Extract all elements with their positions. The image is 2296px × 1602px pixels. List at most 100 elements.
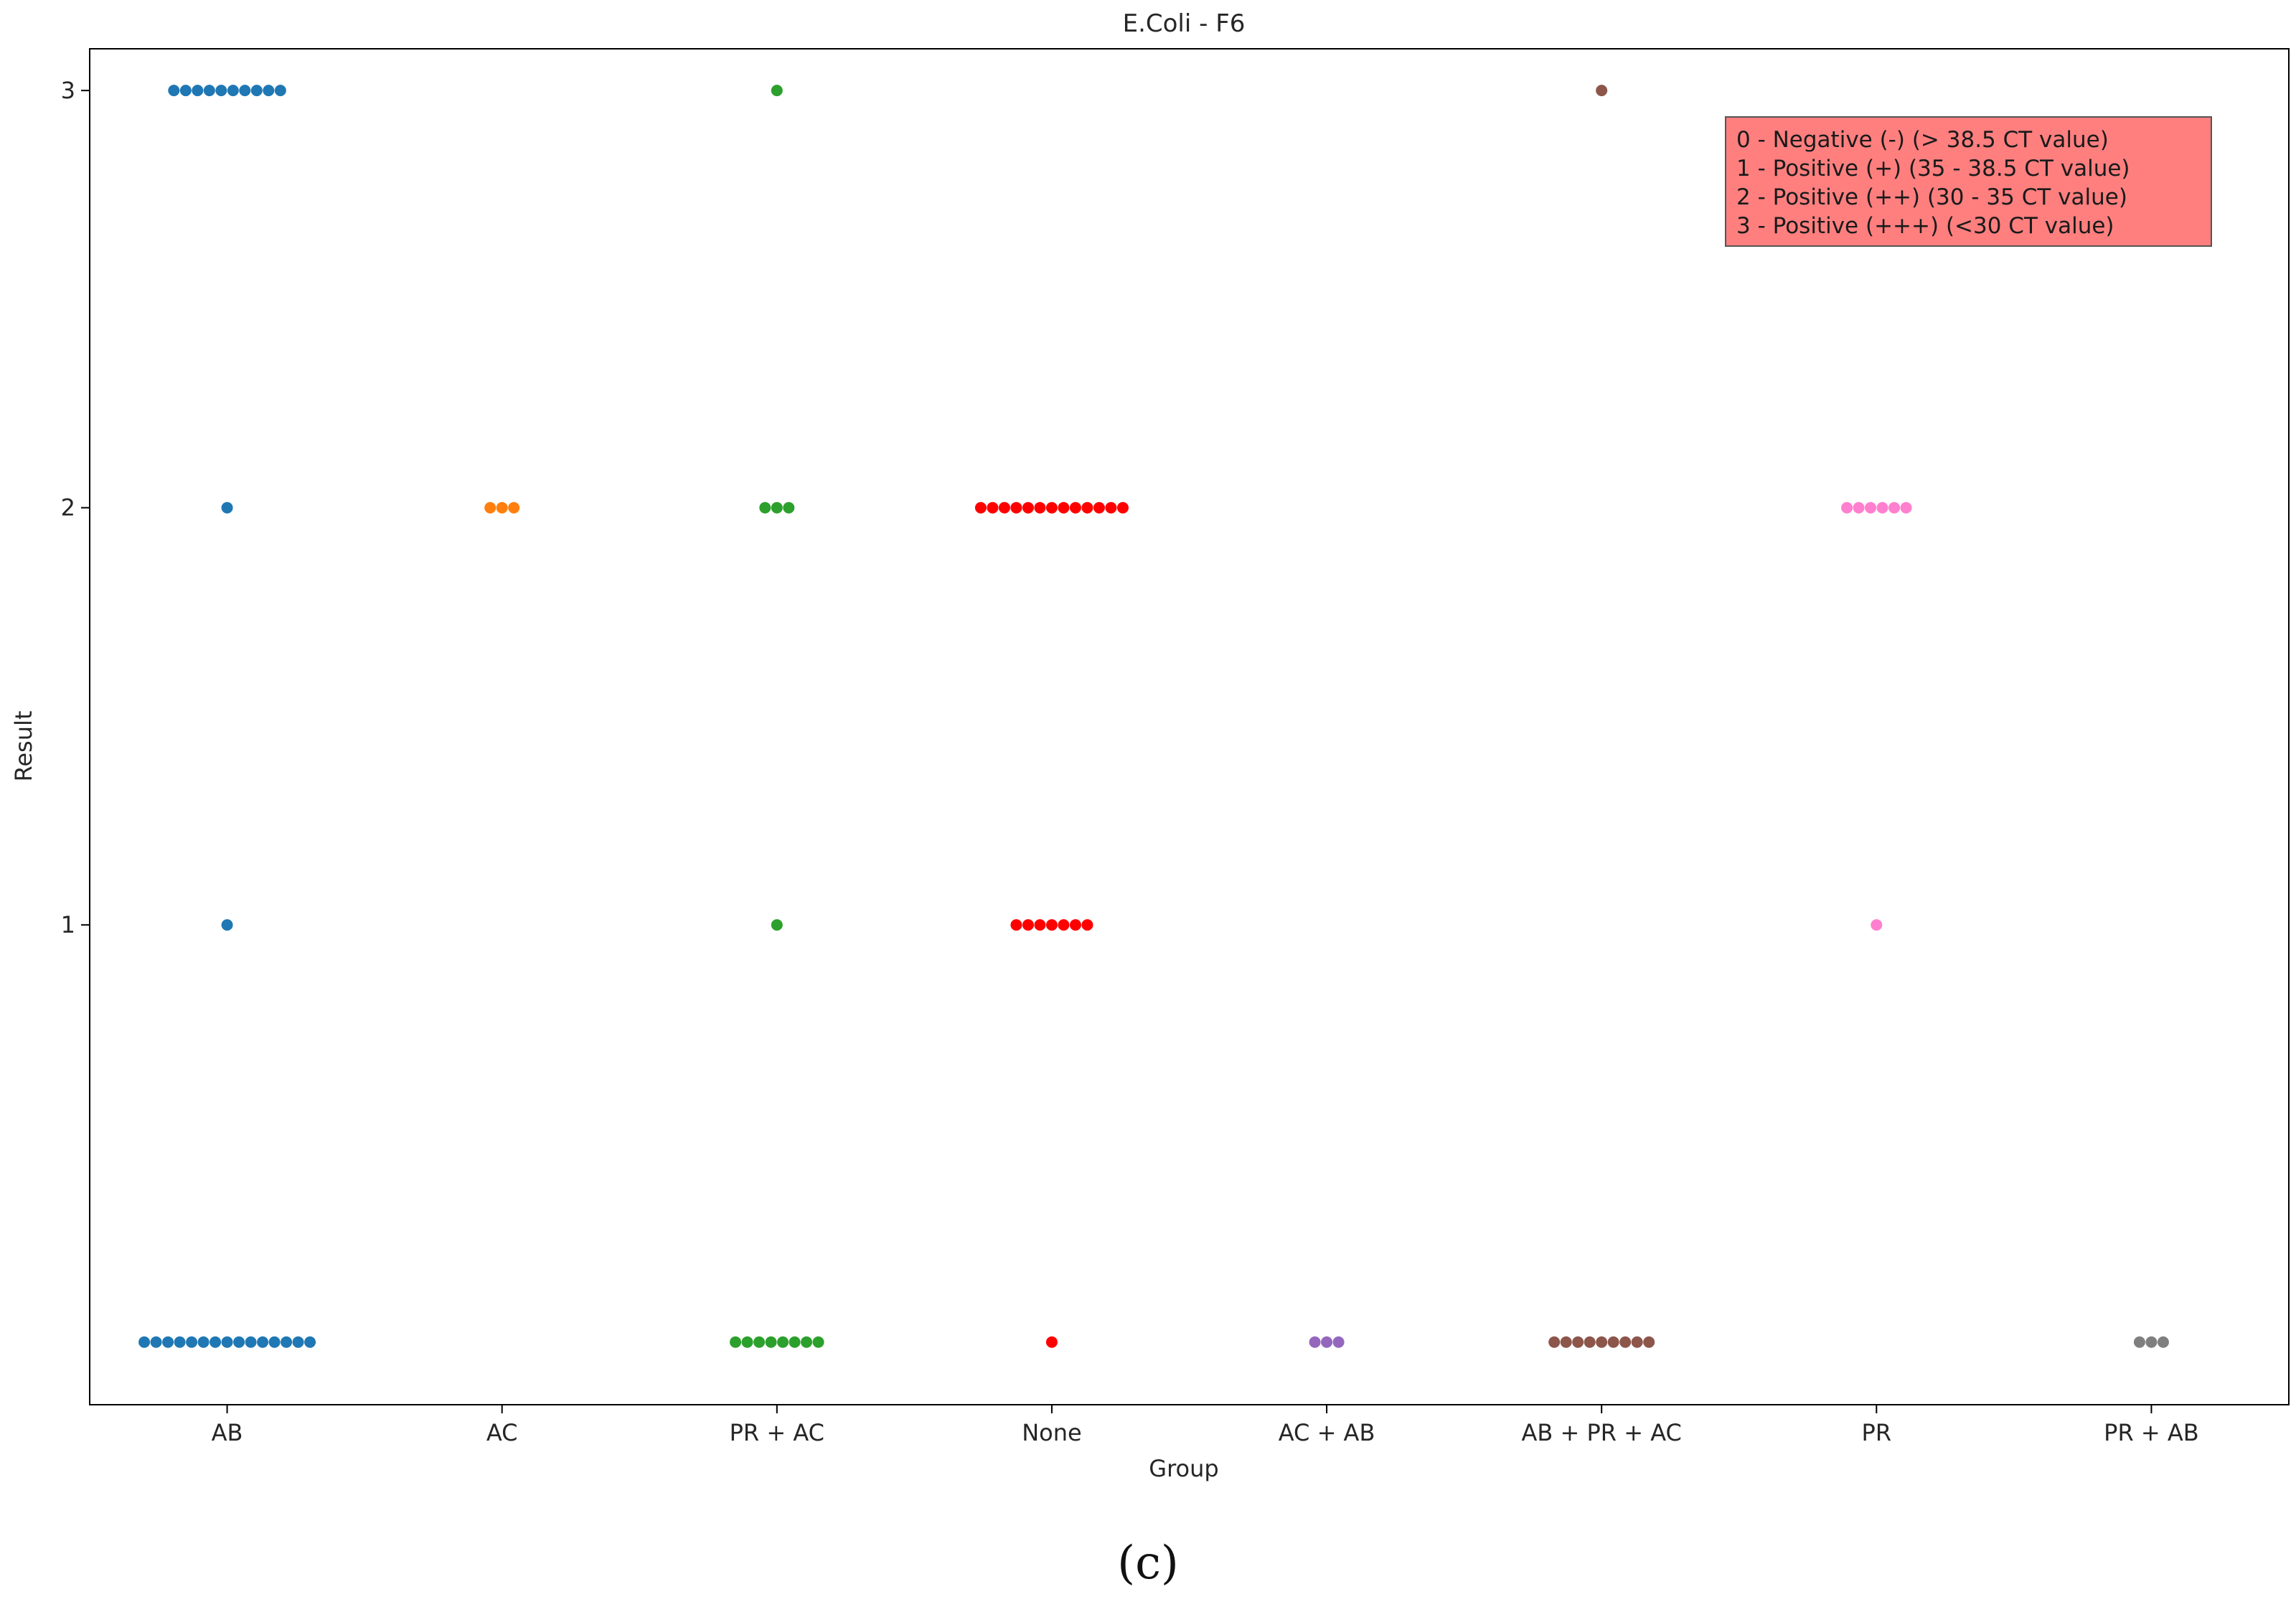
data-point bbox=[2145, 1336, 2158, 1348]
data-point bbox=[730, 1336, 742, 1348]
data-point bbox=[1876, 501, 1888, 514]
data-point bbox=[245, 1336, 257, 1348]
legend-line-3: 3 - Positive (+++) (<30 CT value) bbox=[1736, 213, 2114, 239]
y-axis-label: Result bbox=[10, 711, 37, 782]
legend-line-1: 1 - Positive (+) (35 - 38.5 CT value) bbox=[1736, 156, 2130, 182]
data-point bbox=[1093, 501, 1105, 514]
data-point bbox=[1596, 1336, 1608, 1348]
data-point bbox=[1081, 919, 1093, 931]
data-point bbox=[210, 1336, 222, 1348]
data-point bbox=[221, 1336, 233, 1348]
data-point bbox=[998, 501, 1010, 514]
data-point bbox=[987, 501, 999, 514]
data-point bbox=[1619, 1336, 1632, 1348]
data-point bbox=[771, 501, 783, 514]
x-tick-label: None bbox=[1022, 1419, 1081, 1446]
chart-title: E.Coli - F6 bbox=[1123, 9, 1246, 38]
data-point bbox=[1069, 501, 1081, 514]
data-point bbox=[1607, 1336, 1619, 1348]
data-point bbox=[1321, 1336, 1333, 1348]
data-point bbox=[801, 1336, 813, 1348]
data-point bbox=[233, 1336, 245, 1348]
data-point bbox=[777, 1336, 789, 1348]
data-point bbox=[771, 85, 783, 97]
data-point bbox=[239, 85, 251, 97]
data-point bbox=[771, 919, 783, 931]
data-point bbox=[741, 1336, 753, 1348]
data-point bbox=[1332, 1336, 1345, 1348]
data-point bbox=[1058, 919, 1070, 931]
data-point bbox=[174, 1336, 186, 1348]
data-point bbox=[1865, 501, 1877, 514]
figure-caption: (c) bbox=[1117, 1537, 1179, 1590]
y-tick-label: 2 bbox=[61, 494, 75, 522]
data-points bbox=[138, 85, 2169, 1348]
data-point bbox=[812, 1336, 824, 1348]
data-point bbox=[192, 85, 204, 97]
data-point bbox=[257, 1336, 269, 1348]
x-axis: AB AC PR + AC None AC + AB AB + PR + AC PR PR +… bbox=[212, 1405, 2199, 1446]
data-point bbox=[1010, 501, 1022, 514]
data-point bbox=[1888, 501, 1901, 514]
y-tick-label: 3 bbox=[61, 77, 75, 104]
data-point bbox=[1058, 501, 1070, 514]
x-tick-label: AC bbox=[486, 1419, 518, 1446]
data-point bbox=[292, 1336, 304, 1348]
data-point bbox=[1105, 501, 1117, 514]
legend-line-2: 2 - Positive (++) (30 - 35 CT value) bbox=[1736, 184, 2127, 210]
x-tick-label: AB bbox=[212, 1419, 243, 1446]
x-tick-label: PR bbox=[1862, 1419, 1892, 1446]
data-point bbox=[1560, 1336, 1572, 1348]
data-point bbox=[1841, 501, 1853, 514]
data-point bbox=[1631, 1336, 1643, 1348]
data-point bbox=[304, 1336, 316, 1348]
data-point bbox=[268, 1336, 281, 1348]
data-point bbox=[1045, 501, 1058, 514]
data-point bbox=[274, 85, 286, 97]
data-point bbox=[179, 85, 192, 97]
data-point bbox=[1643, 1336, 1655, 1348]
legend-box: 0 - Negative (-) (> 38.5 CT value) 1 - P… bbox=[1725, 116, 2212, 247]
plot-frame bbox=[89, 48, 2290, 1405]
data-point bbox=[1116, 501, 1129, 514]
data-point bbox=[1548, 1336, 1561, 1348]
data-point bbox=[186, 1336, 198, 1348]
data-point bbox=[221, 919, 233, 931]
data-point bbox=[221, 501, 233, 514]
data-point bbox=[765, 1336, 777, 1348]
data-point bbox=[759, 501, 771, 514]
data-point bbox=[203, 85, 215, 97]
data-point bbox=[227, 85, 239, 97]
x-tick-label: AB + PR + AC bbox=[1522, 1419, 1682, 1446]
data-point bbox=[1309, 1336, 1321, 1348]
data-point bbox=[1010, 919, 1022, 931]
data-point bbox=[753, 1336, 766, 1348]
y-tick-label: 1 bbox=[61, 911, 75, 938]
x-tick-label: AC + AB bbox=[1279, 1419, 1375, 1446]
legend-line-0: 0 - Negative (-) (> 38.5 CT value) bbox=[1736, 127, 2109, 153]
data-point bbox=[974, 501, 987, 514]
data-point bbox=[1596, 85, 1608, 97]
plot-area bbox=[89, 48, 2290, 1405]
data-point bbox=[789, 1336, 801, 1348]
data-point bbox=[1871, 919, 1883, 931]
data-point bbox=[508, 501, 520, 514]
x-axis-label: Group bbox=[1149, 1455, 1218, 1482]
data-point bbox=[215, 85, 227, 97]
data-point bbox=[1069, 919, 1081, 931]
x-tick-label: PR + AB bbox=[2104, 1419, 2199, 1446]
data-point bbox=[150, 1336, 162, 1348]
data-point bbox=[1022, 919, 1034, 931]
data-point bbox=[162, 1336, 174, 1348]
data-point bbox=[1034, 919, 1046, 931]
x-tick-label: PR + AC bbox=[730, 1419, 824, 1446]
data-point bbox=[484, 501, 497, 514]
data-point bbox=[1081, 501, 1093, 514]
data-point bbox=[1034, 501, 1046, 514]
data-point bbox=[2133, 1336, 2145, 1348]
data-point bbox=[1900, 501, 1912, 514]
data-point bbox=[281, 1336, 293, 1348]
data-point bbox=[1045, 1336, 1058, 1348]
y-axis: 1 2 3 bbox=[61, 77, 90, 938]
